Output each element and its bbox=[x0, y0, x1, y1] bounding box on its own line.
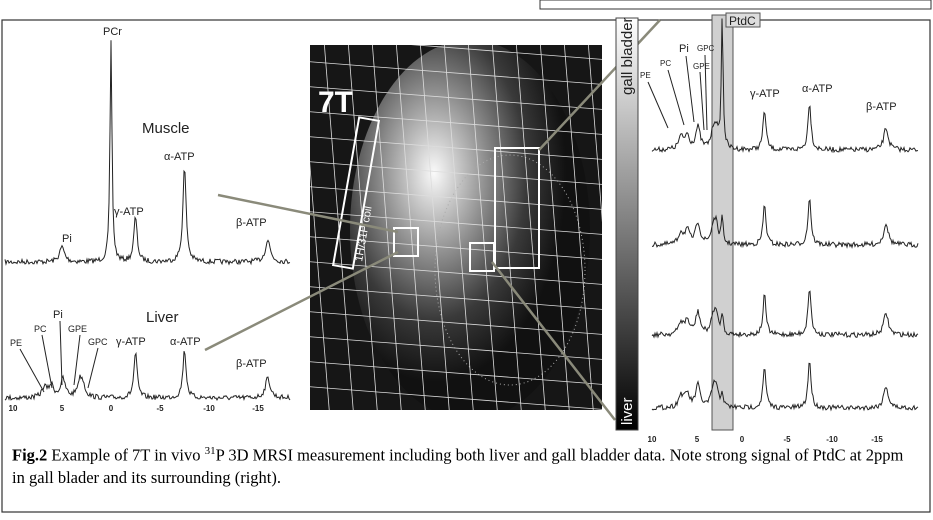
grid-line bbox=[310, 261, 602, 285]
peak-label: Pi bbox=[53, 309, 63, 321]
peak-label: γ-ATP bbox=[750, 88, 780, 100]
top-box bbox=[539, 0, 932, 10]
spectrum bbox=[651, 199, 919, 249]
mri-body bbox=[350, 45, 590, 410]
tick-label: 0 bbox=[109, 404, 114, 413]
grid-line bbox=[310, 311, 602, 335]
grid-line bbox=[300, 11, 610, 35]
caption: Fig.2 Example of 7T in vivo 31P 3D MRSI … bbox=[12, 440, 917, 489]
grid-line bbox=[395, 45, 426, 410]
gradient-bar bbox=[615, 17, 639, 431]
grid-line bbox=[563, 45, 594, 410]
spectrum-title: Muscle bbox=[142, 120, 190, 137]
grid-line bbox=[310, 186, 602, 210]
peak-label: α-ATP bbox=[164, 151, 195, 163]
voxel bbox=[494, 147, 540, 269]
grid-line bbox=[467, 45, 498, 410]
peak-label: PE bbox=[640, 71, 651, 80]
grid-line bbox=[310, 211, 602, 235]
leader-lines bbox=[647, 54, 708, 131]
leader-lines bbox=[19, 320, 99, 393]
frame bbox=[1, 19, 931, 513]
right-spectra bbox=[651, 18, 919, 412]
grid-line bbox=[515, 45, 546, 410]
tick-label: 0 bbox=[740, 435, 745, 444]
tick-label: -10 bbox=[826, 435, 838, 444]
peak-label: Pi bbox=[679, 43, 689, 55]
grid-line bbox=[204, 40, 234, 420]
field-label: 7T bbox=[318, 86, 353, 119]
grid-line bbox=[310, 286, 602, 310]
grid-line bbox=[411, 45, 602, 60]
grid-line bbox=[636, 40, 666, 420]
grid-line bbox=[310, 336, 602, 360]
grid-line bbox=[347, 45, 378, 410]
peak-label: Pi bbox=[62, 233, 72, 245]
grid-line bbox=[310, 361, 602, 385]
coil-box bbox=[331, 116, 381, 270]
tick-label: 10 bbox=[9, 404, 18, 413]
highlight-label: PtdC bbox=[729, 14, 756, 28]
peak-label: PE bbox=[10, 338, 22, 348]
arrows bbox=[204, 19, 661, 421]
peak-label: β-ATP bbox=[866, 101, 897, 113]
peak-label: β-ATP bbox=[236, 217, 267, 229]
grid-line bbox=[310, 236, 602, 260]
grid-line bbox=[310, 386, 602, 410]
caption-sup: 31 bbox=[204, 445, 216, 457]
voxel bbox=[393, 227, 419, 257]
spectrum bbox=[651, 290, 919, 339]
grid-line bbox=[491, 45, 522, 410]
caption-text: P 3D MRSI measurement including both liv… bbox=[12, 445, 904, 487]
peak-label: PC bbox=[34, 324, 47, 334]
grid-line bbox=[419, 45, 450, 410]
grid-line bbox=[310, 61, 602, 85]
gradient-bottom: liver bbox=[619, 397, 636, 425]
grid-line bbox=[310, 86, 602, 110]
grid-line bbox=[276, 40, 306, 420]
spectrum bbox=[651, 362, 919, 412]
grid-line bbox=[310, 136, 602, 160]
caption-text: Example of 7T in vivo bbox=[47, 445, 205, 465]
tick-label: -10 bbox=[203, 404, 215, 413]
tick-label: -15 bbox=[252, 404, 264, 413]
peak-label: GPC bbox=[697, 44, 715, 53]
tick-label: 10 bbox=[648, 435, 657, 444]
peak-label: γ-ATP bbox=[114, 206, 144, 218]
peak-label: GPE bbox=[693, 62, 710, 71]
spectrum-title: Liver bbox=[146, 309, 179, 326]
peak-label: γ-ATP bbox=[116, 336, 146, 348]
peak-label: α-ATP bbox=[802, 83, 833, 95]
figure-label: Fig.2 bbox=[12, 445, 48, 465]
tick-label: -5 bbox=[783, 435, 791, 444]
highlight-box bbox=[725, 12, 761, 28]
spectrum bbox=[4, 40, 291, 266]
grid-line bbox=[443, 45, 474, 410]
grid-line bbox=[310, 161, 330, 410]
tick-label: 5 bbox=[60, 404, 65, 413]
peak-label: GPE bbox=[68, 324, 87, 334]
mri-contour bbox=[434, 154, 586, 386]
peak-label: PC bbox=[660, 59, 671, 68]
mri-grid bbox=[204, 11, 666, 435]
tick-label: -5 bbox=[156, 404, 164, 413]
grid-line bbox=[587, 45, 602, 223]
axis-ticks: 10 5 0 -5 -10 -15 10 5 0 -5 -10 -15 bbox=[9, 404, 884, 444]
peak-label: α-ATP bbox=[170, 336, 201, 348]
spectrum bbox=[651, 18, 919, 154]
spectra bbox=[4, 40, 291, 401]
tick-label: -15 bbox=[871, 435, 883, 444]
peak-label: PCr bbox=[103, 26, 122, 38]
peak-label: β-ATP bbox=[236, 358, 267, 370]
grid-line bbox=[300, 411, 610, 435]
tick-label: 5 bbox=[695, 435, 700, 444]
spectrum bbox=[4, 350, 291, 401]
peak-label: GPC bbox=[88, 337, 108, 347]
gradient-top: gall bladder bbox=[619, 17, 636, 95]
